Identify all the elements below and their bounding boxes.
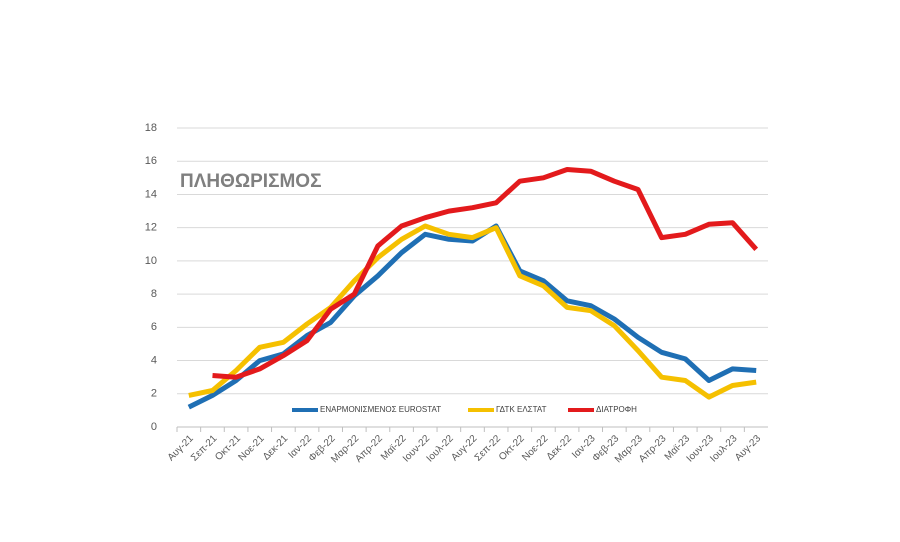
x-tick-label: Απρ-22 (353, 433, 385, 465)
x-tick-label: Νοε-21 (237, 433, 267, 463)
x-tick-label: Αυγ-23 (733, 433, 763, 463)
legend-label: ΓΔΤΚ ΕΛΣΤΑΤ (496, 405, 547, 414)
y-tick-label: 8 (151, 288, 157, 300)
x-tick-label: Σεπ-21 (189, 433, 220, 464)
y-tick-label: 10 (145, 255, 157, 267)
series-line (212, 167, 759, 380)
legend-label: ΕΝΑΡΜΟΝΙΣΜΕΝΟΣ EUROSTAT (320, 405, 441, 414)
x-tick-label: Σεπ-22 (473, 433, 504, 464)
y-tick-label: 16 (145, 155, 157, 167)
x-tick-label: Ιουλ-22 (425, 433, 457, 465)
legend-label: ΔΙΑΤΡΟΦΗ (596, 405, 637, 414)
y-tick-label: 6 (151, 321, 157, 333)
x-tick-label: Δεκ-21 (261, 433, 291, 463)
x-tick-label: Δεκ-22 (545, 433, 575, 463)
y-tick-label: 2 (151, 388, 157, 400)
x-tick-label: Νοε-22 (520, 433, 550, 463)
y-tick-label: 18 (145, 122, 157, 134)
y-tick-label: 12 (145, 222, 157, 234)
y-tick-label: 0 (151, 421, 157, 433)
x-tick-label: Απρ-23 (637, 433, 669, 465)
y-tick-label: 4 (151, 354, 157, 366)
y-tick-label: 14 (145, 188, 157, 200)
chart-title: ΠΛΗΘΩΡΙΣΜΟΣ (180, 171, 322, 192)
series-line (188, 223, 757, 400)
x-tick-label: Ιουλ-23 (708, 433, 740, 465)
